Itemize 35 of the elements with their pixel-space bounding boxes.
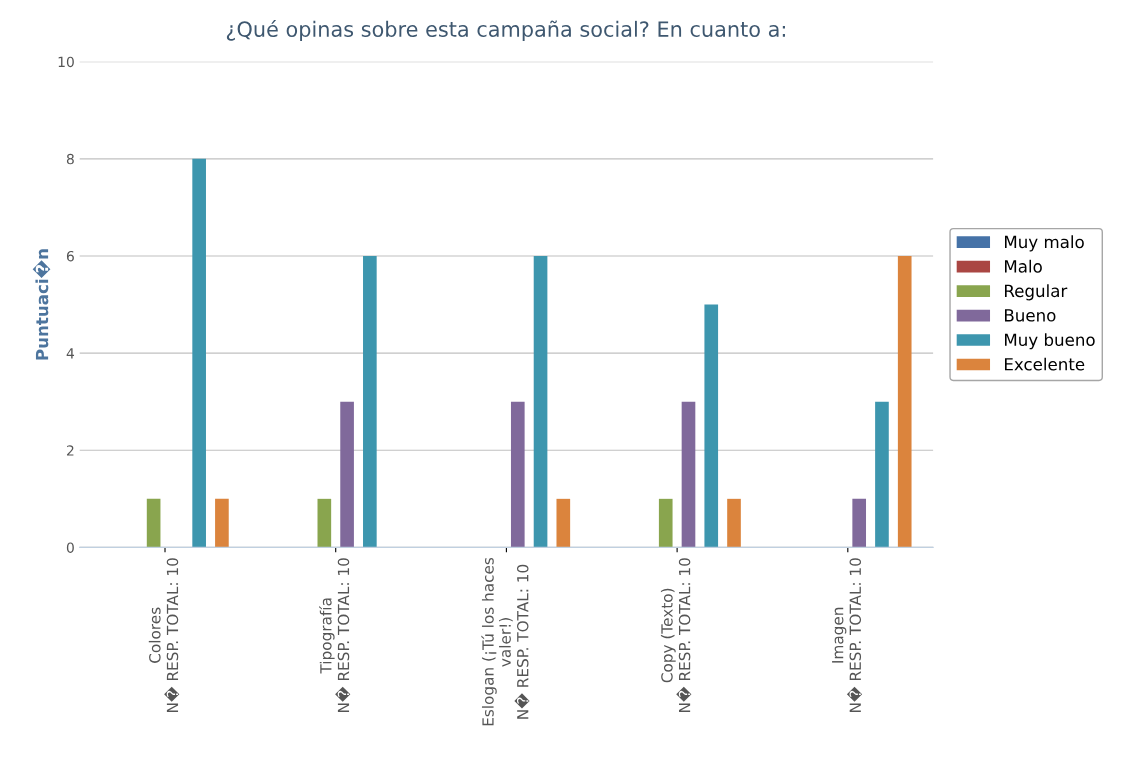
y-tick-label: 0 [66,542,74,553]
bar [146,498,161,548]
bar [556,498,571,548]
y-tick-label: 6 [66,250,74,262]
x-tick-label: Eslogan (¡Tú los haces valer!) N� RESP. TOTAL: 10 [481,557,530,726]
x-tick-label: Imagen N� RESP. TOTAL: 10 [832,558,863,712]
bar [852,498,867,548]
y-tick-label: 10 [58,56,74,68]
legend-label: Muy malo [1005,235,1084,252]
bar [681,401,696,548]
y-tick-label: 8 [66,153,74,165]
bar [192,158,206,548]
bar [875,401,889,548]
x-tick-label: Colores N� RESP. TOTAL: 10 [148,558,180,712]
legend-label: Bueno [1005,309,1056,322]
bar [363,255,377,548]
bar [340,401,354,548]
bar [510,401,525,548]
bar [215,498,229,548]
x-tick-label: Tipografía N� RESP. TOTAL: 10 [319,558,351,712]
legend-label: Muy bueno [1005,333,1095,350]
bar [533,255,548,548]
y-tick-label: 4 [66,348,75,359]
chart-title: ¿Qué opinas sobre esta campaña social? En cuanto a: [226,20,785,42]
legend-label: Excelente [1005,357,1085,371]
x-tick-label: Copy (Texto) N� RESP. TOTAL: 10 [660,558,692,712]
bar [658,498,673,548]
bar [727,498,741,548]
bar [317,498,332,548]
bar [704,304,719,548]
y-tick-label: 2 [66,445,74,456]
legend-label: Malo [1005,259,1042,273]
legend-label: Regular [1005,284,1068,301]
y-axis-title: Puntuaci�n [32,249,51,360]
bar [897,255,912,548]
